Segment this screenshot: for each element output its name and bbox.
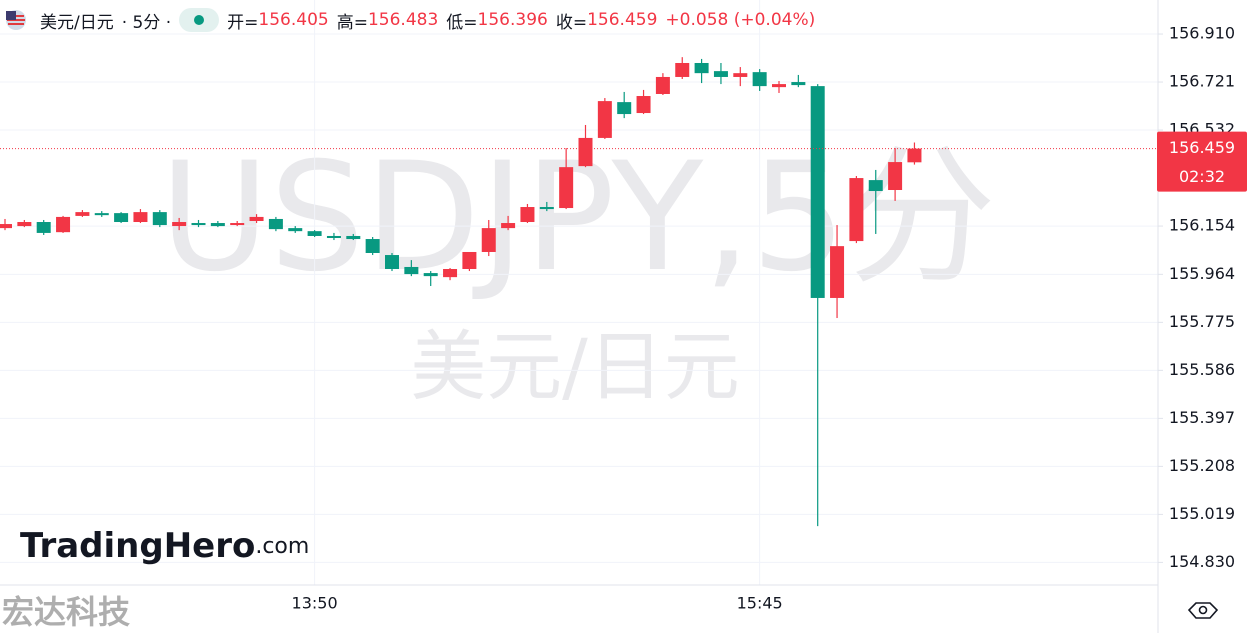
candle-body — [230, 223, 245, 226]
candle-body — [559, 167, 574, 209]
y-tick-label: 156.721 — [1169, 72, 1235, 91]
candle-body — [172, 222, 187, 227]
flag-icon — [6, 10, 26, 30]
y-tick-label: 155.208 — [1169, 456, 1235, 475]
candle-body — [752, 72, 767, 87]
interval[interactable]: · 5分 · — [121, 12, 172, 33]
logo-suffix: .com — [255, 534, 309, 559]
open-value: 156.405 — [258, 10, 329, 30]
candle-body — [114, 213, 129, 223]
candle-body — [520, 207, 535, 223]
candle-body — [0, 224, 12, 229]
candle-body — [791, 82, 806, 86]
candle-body — [191, 223, 206, 226]
candle-body — [733, 73, 748, 77]
logo-name: TradingHero — [20, 526, 255, 566]
candle-body — [423, 273, 438, 277]
settings-hexagon[interactable] — [1187, 602, 1219, 619]
settings-center[interactable] — [1198, 605, 1208, 615]
axes: 156.910156.721156.532156.154155.964155.7… — [0, 24, 1247, 613]
y-tick-label: 156.910 — [1169, 24, 1235, 43]
candle-body — [346, 235, 361, 240]
candle-body — [655, 76, 670, 94]
candle-body — [597, 101, 612, 138]
candle-body — [326, 235, 341, 239]
low-value: 156.396 — [477, 10, 548, 30]
candles — [0, 57, 922, 527]
candle-body — [365, 239, 380, 254]
low-label: 低= — [446, 12, 478, 33]
corner-text: 宏达科技 — [2, 593, 130, 631]
y-tick-label: 155.586 — [1169, 360, 1235, 379]
candle-body — [849, 178, 864, 242]
watermark-subtitle: 美元/日元 — [410, 322, 740, 411]
high-label: 高= — [336, 12, 368, 33]
candle-body — [713, 71, 728, 77]
candle-body — [288, 228, 303, 232]
candle-body — [385, 255, 399, 270]
close-label: 收= — [555, 12, 588, 33]
market-status[interactable] — [179, 8, 220, 32]
candle-body — [404, 266, 419, 275]
grid — [0, 0, 1158, 585]
y-tick-label: 154.830 — [1169, 552, 1235, 571]
close-value: 156.459 — [587, 10, 658, 30]
flag-canton — [6, 11, 16, 20]
candle-body — [617, 102, 632, 115]
candle-body — [694, 62, 709, 74]
y-tick-label: 155.019 — [1169, 504, 1235, 523]
header: 美元/日元 · 5分 · 开= 156.405 高= 156.483 低= 156.3… — [0, 6, 815, 34]
countdown: 02:32 — [1179, 167, 1225, 186]
candle-body — [501, 223, 516, 229]
candle-body — [249, 216, 264, 221]
candle-body — [578, 137, 593, 167]
watermark: USDJPY,5分 — [160, 131, 997, 305]
candle-body — [152, 212, 167, 226]
price-tag — [1157, 131, 1247, 192]
candle-body — [210, 223, 225, 227]
y-tick-label: 155.397 — [1169, 408, 1235, 427]
status-dot — [194, 15, 205, 25]
settings-icon[interactable] — [1187, 602, 1219, 619]
candle-body — [481, 228, 496, 252]
candle-body — [75, 212, 90, 216]
x-tick-label: 13:50 — [292, 594, 338, 613]
open-label: 开= — [227, 12, 259, 33]
candle-body — [772, 84, 786, 88]
candle-body — [17, 222, 32, 227]
candle-body — [810, 86, 825, 298]
symbol[interactable]: 美元/日元 — [40, 12, 114, 33]
candle-body — [539, 207, 554, 210]
high-value: 156.483 — [367, 10, 439, 30]
candle-body — [830, 246, 845, 298]
candle-body — [462, 251, 477, 270]
y-tick-label: 156.154 — [1169, 216, 1235, 235]
candle-body — [268, 218, 283, 230]
candle-body — [56, 216, 71, 233]
logo: TradingHero.com — [20, 526, 309, 566]
candle-body — [94, 213, 109, 216]
candle-body — [907, 148, 922, 163]
y-tick-label: 155.964 — [1169, 264, 1235, 283]
candle-body — [675, 62, 690, 77]
change: +0.058 (+0.04%) — [665, 10, 816, 30]
candle-body — [443, 269, 458, 278]
candle-body — [133, 212, 148, 223]
price-tag-label: 156.459 — [1169, 138, 1235, 157]
candle-body — [868, 180, 883, 192]
candle-body — [307, 231, 322, 236]
candle-body — [888, 162, 903, 191]
candle-body — [36, 222, 51, 233]
x-tick-label: 15:45 — [737, 594, 783, 613]
y-tick-label: 155.775 — [1169, 312, 1235, 331]
candle-body — [636, 96, 651, 114]
